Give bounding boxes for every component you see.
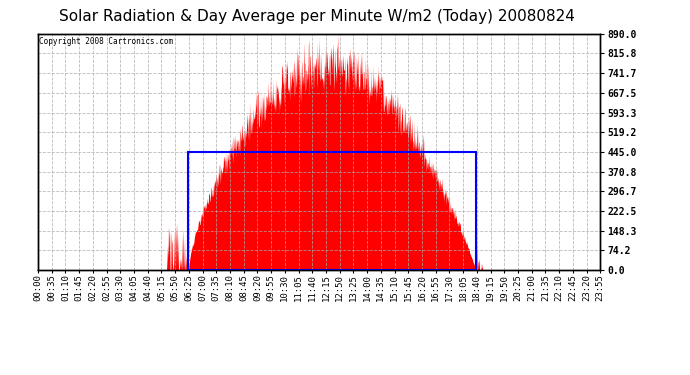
Text: Solar Radiation & Day Average per Minute W/m2 (Today) 20080824: Solar Radiation & Day Average per Minute… — [59, 9, 575, 24]
Text: Copyright 2008 Cartronics.com: Copyright 2008 Cartronics.com — [39, 37, 173, 46]
Bar — [188, 152, 475, 270]
